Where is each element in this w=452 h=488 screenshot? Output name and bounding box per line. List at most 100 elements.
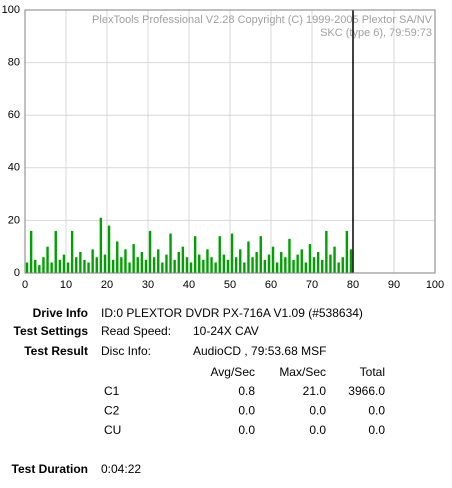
bar [157, 249, 160, 273]
bar [177, 251, 180, 273]
bar [91, 249, 94, 273]
table-header: Max/Sec [279, 365, 326, 379]
bar [29, 230, 33, 273]
key: Read Speed: [101, 324, 171, 338]
bar [79, 251, 82, 273]
bar [255, 251, 258, 273]
watermark: SKC (type 6), 79:59:73 [320, 27, 432, 39]
bar [288, 238, 291, 273]
x-tick-label: 10 [60, 279, 72, 291]
bar [165, 254, 168, 273]
y-tick-label: 20 [8, 214, 20, 226]
x-tick-label: 100 [426, 279, 444, 291]
bar [226, 259, 230, 273]
label: Drive Info [33, 306, 88, 320]
table-cell: 0.0 [238, 423, 255, 437]
bar [75, 257, 78, 273]
bar [263, 259, 267, 273]
row-label: C1 [104, 384, 120, 398]
table-cell: 0.8 [238, 384, 255, 398]
bar [50, 262, 53, 273]
row-label: C2 [104, 404, 120, 418]
bar [42, 257, 45, 273]
y-tick-label: 40 [8, 162, 20, 174]
bar [62, 254, 66, 273]
info: Drive Info ID:0 PLEXTOR DVDR PX-716A V1.… [12, 306, 386, 476]
bar [189, 262, 193, 273]
table-cell: 0.0 [238, 404, 255, 418]
bar [140, 251, 144, 273]
bar [337, 262, 340, 273]
bar [247, 241, 250, 273]
bar [259, 236, 262, 273]
bar [230, 233, 234, 273]
bar [341, 257, 344, 273]
bar [66, 262, 70, 273]
bar [280, 251, 283, 273]
bar [120, 257, 123, 273]
bar [349, 249, 353, 273]
label: Test Duration [12, 462, 88, 476]
table-cell: 0.0 [309, 423, 326, 437]
x-tick-label: 40 [183, 279, 195, 291]
bar [132, 244, 135, 273]
y-tick-label: 60 [8, 109, 20, 121]
table-cell: 0.0 [368, 404, 385, 418]
bar [54, 230, 57, 273]
bar [292, 259, 295, 273]
bar [169, 233, 172, 273]
key: Disc Info: [101, 344, 151, 358]
x-tick-label: 90 [388, 279, 400, 291]
bar [222, 254, 226, 273]
value: AudioCD , 79:53.68 MSF [193, 344, 326, 358]
bar [103, 254, 107, 273]
y-tick-label: 80 [8, 57, 20, 69]
row-label: CU [104, 423, 121, 437]
x-tick-label: 50 [224, 279, 236, 291]
value: ID:0 PLEXTOR DVDR PX-716A V1.09 (#538634… [101, 306, 363, 320]
bar [206, 249, 209, 273]
bar [284, 257, 287, 273]
bar [300, 249, 303, 273]
bar [128, 262, 131, 273]
table-cell: 0.0 [368, 423, 385, 437]
bar [148, 230, 152, 273]
table-header: Avg/Sec [211, 365, 255, 379]
bar [136, 257, 139, 273]
watermark: PlexTools Professional V2.28 Copyright (… [92, 14, 433, 26]
bar [152, 257, 156, 273]
bar [210, 257, 213, 273]
table-cell: 21.0 [303, 384, 327, 398]
bar [38, 265, 41, 273]
y-tick-label: 100 [2, 4, 20, 16]
table-header: Total [360, 365, 385, 379]
bar [321, 259, 324, 273]
bar [87, 262, 90, 273]
bar [251, 257, 254, 273]
bar [185, 257, 189, 273]
bar [333, 246, 336, 273]
bar [312, 257, 316, 273]
x-tick-label: 60 [265, 279, 277, 291]
y-tick-label: 0 [14, 267, 20, 279]
x-tick-label: 0 [22, 279, 28, 291]
bar [58, 259, 62, 273]
bar [275, 262, 279, 273]
bar [95, 257, 98, 273]
bar [271, 246, 275, 273]
bar [124, 249, 127, 273]
value: 0:04:22 [101, 462, 141, 476]
bar [111, 259, 115, 273]
bar [239, 249, 242, 273]
bar [296, 254, 299, 273]
bar [304, 262, 308, 273]
bar [325, 230, 328, 273]
bar [202, 259, 205, 273]
plot-frame [24, 9, 436, 274]
value: 10-24X CAV [193, 324, 259, 338]
bar [234, 257, 238, 273]
bar [345, 230, 349, 273]
bar [99, 217, 103, 273]
chart: 0 20 40 60 80 100 0 10 20 30 40 50 60 70 80 90 100 PlexTo… [2, 4, 445, 291]
